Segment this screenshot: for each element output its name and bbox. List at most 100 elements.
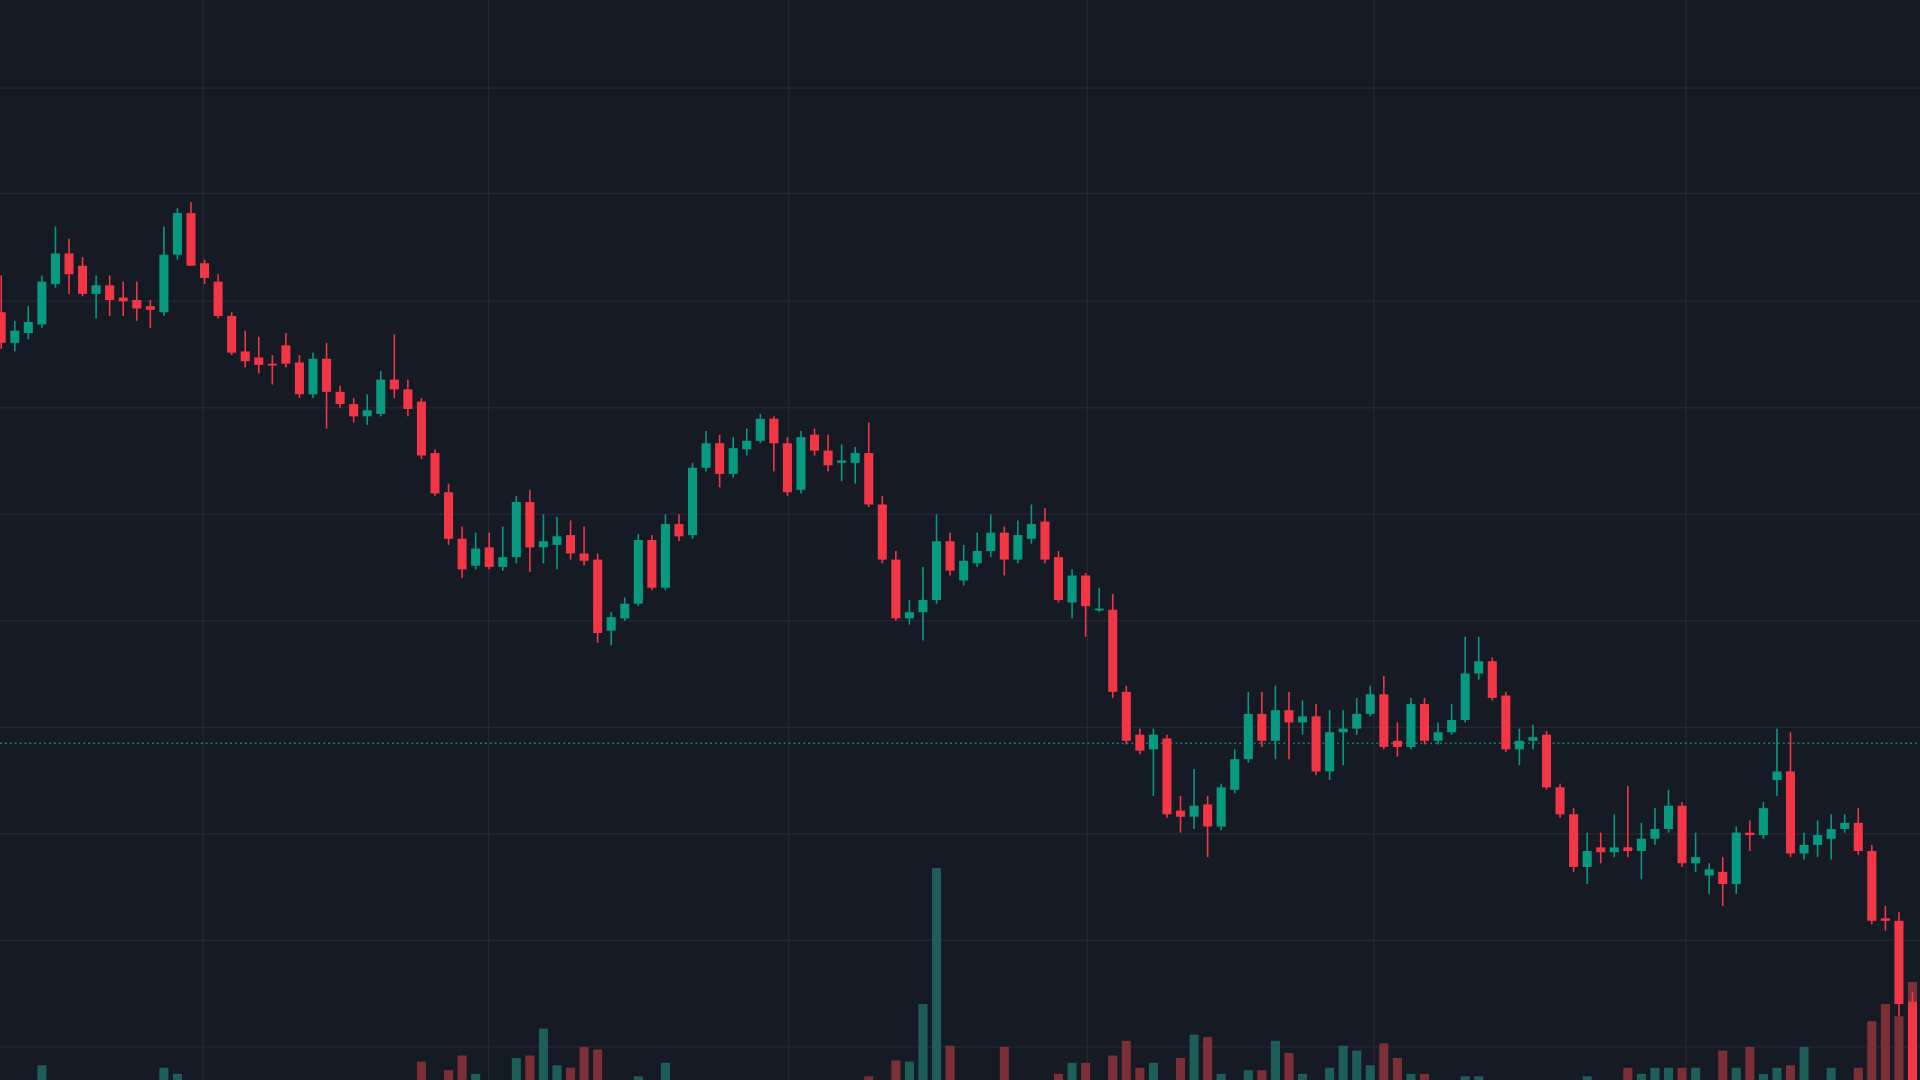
- candle[interactable]: [1718, 857, 1728, 907]
- candle[interactable]: [1121, 685, 1131, 745]
- candle[interactable]: [0, 275, 6, 349]
- candle[interactable]: [810, 428, 820, 456]
- candle[interactable]: [430, 449, 440, 496]
- candle[interactable]: [1650, 808, 1660, 845]
- candle[interactable]: [78, 257, 88, 297]
- candle[interactable]: [1663, 789, 1674, 833]
- candle[interactable]: [1826, 814, 1836, 860]
- candle[interactable]: [755, 413, 765, 444]
- candle[interactable]: [566, 520, 576, 560]
- candle[interactable]: [389, 334, 399, 398]
- candle[interactable]: [796, 431, 806, 494]
- candle[interactable]: [1555, 783, 1565, 818]
- candle[interactable]: [1325, 710, 1335, 780]
- candle[interactable]: [688, 462, 698, 539]
- candle[interactable]: [850, 446, 860, 484]
- candle[interactable]: [349, 397, 359, 423]
- candle[interactable]: [1270, 685, 1280, 760]
- candle[interactable]: [362, 394, 372, 425]
- candle[interactable]: [376, 371, 386, 417]
- candle[interactable]: [10, 320, 20, 352]
- candle[interactable]: [159, 226, 169, 316]
- candle[interactable]: [1108, 593, 1118, 698]
- candle[interactable]: [1813, 820, 1823, 858]
- candle[interactable]: [23, 306, 33, 340]
- candle[interactable]: [1514, 728, 1524, 766]
- candle[interactable]: [444, 483, 454, 545]
- candle[interactable]: [633, 533, 643, 607]
- candle[interactable]: [1894, 912, 1904, 1017]
- candle[interactable]: [1297, 700, 1308, 735]
- candle[interactable]: [1040, 508, 1050, 564]
- candle[interactable]: [525, 489, 535, 572]
- candle[interactable]: [1528, 724, 1538, 750]
- candle[interactable]: [701, 431, 711, 472]
- candle[interactable]: [999, 526, 1009, 576]
- candle[interactable]: [145, 300, 155, 329]
- candle[interactable]: [1094, 587, 1104, 613]
- candle[interactable]: [1135, 728, 1145, 755]
- candle[interactable]: [1365, 685, 1375, 717]
- candle[interactable]: [579, 526, 589, 566]
- candle[interactable]: [674, 514, 684, 542]
- candle[interactable]: [1406, 697, 1416, 750]
- candle[interactable]: [864, 422, 874, 507]
- candle[interactable]: [728, 437, 738, 478]
- candle[interactable]: [904, 600, 914, 625]
- candle[interactable]: [267, 355, 277, 385]
- candle[interactable]: [972, 532, 982, 567]
- candle[interactable]: [1433, 722, 1443, 745]
- candle[interactable]: [647, 535, 657, 591]
- candle[interactable]: [769, 416, 779, 472]
- candle[interactable]: [552, 516, 562, 570]
- candle[interactable]: [1677, 802, 1687, 867]
- candle[interactable]: [1609, 814, 1619, 858]
- candle[interactable]: [1148, 728, 1158, 796]
- candle[interactable]: [1487, 657, 1497, 701]
- candle[interactable]: [132, 281, 142, 321]
- candle[interactable]: [1840, 814, 1850, 833]
- candle[interactable]: [186, 202, 196, 266]
- candle[interactable]: [1880, 906, 1890, 931]
- candle[interactable]: [782, 437, 792, 496]
- candle[interactable]: [91, 275, 101, 319]
- candle[interactable]: [1311, 704, 1321, 776]
- candle[interactable]: [1867, 844, 1877, 925]
- candle[interactable]: [1026, 504, 1036, 544]
- candle[interactable]: [1474, 636, 1484, 680]
- candle[interactable]: [742, 428, 752, 456]
- candle[interactable]: [335, 385, 345, 408]
- candle[interactable]: [50, 226, 60, 288]
- candle[interactable]: [891, 551, 901, 621]
- candle[interactable]: [959, 544, 969, 586]
- candle[interactable]: [172, 208, 182, 260]
- candle[interactable]: [1460, 636, 1470, 723]
- candle[interactable]: [1081, 573, 1091, 637]
- candle[interactable]: [37, 275, 47, 329]
- candle[interactable]: [1053, 551, 1064, 603]
- candle[interactable]: [1379, 675, 1389, 750]
- candle[interactable]: [1541, 731, 1552, 790]
- candle[interactable]: [403, 379, 413, 417]
- candle[interactable]: [240, 330, 250, 368]
- candle[interactable]: [620, 597, 630, 621]
- candle[interactable]: [484, 532, 494, 570]
- candle[interactable]: [322, 342, 332, 429]
- candle[interactable]: [593, 553, 603, 643]
- candle[interactable]: [281, 333, 291, 368]
- candle[interactable]: [1772, 728, 1782, 796]
- candle[interactable]: [213, 274, 223, 319]
- candle[interactable]: [457, 526, 467, 578]
- candle[interactable]: [1853, 808, 1863, 855]
- candle[interactable]: [1636, 822, 1646, 880]
- candle[interactable]: [715, 434, 725, 488]
- candle[interactable]: [1230, 749, 1240, 794]
- candle[interactable]: [1596, 832, 1606, 864]
- candle[interactable]: [416, 397, 426, 460]
- candle[interactable]: [200, 259, 210, 285]
- candle[interactable]: [1731, 826, 1741, 894]
- candle[interactable]: [1189, 768, 1199, 829]
- candle[interactable]: [1392, 722, 1402, 757]
- candle[interactable]: [511, 495, 521, 564]
